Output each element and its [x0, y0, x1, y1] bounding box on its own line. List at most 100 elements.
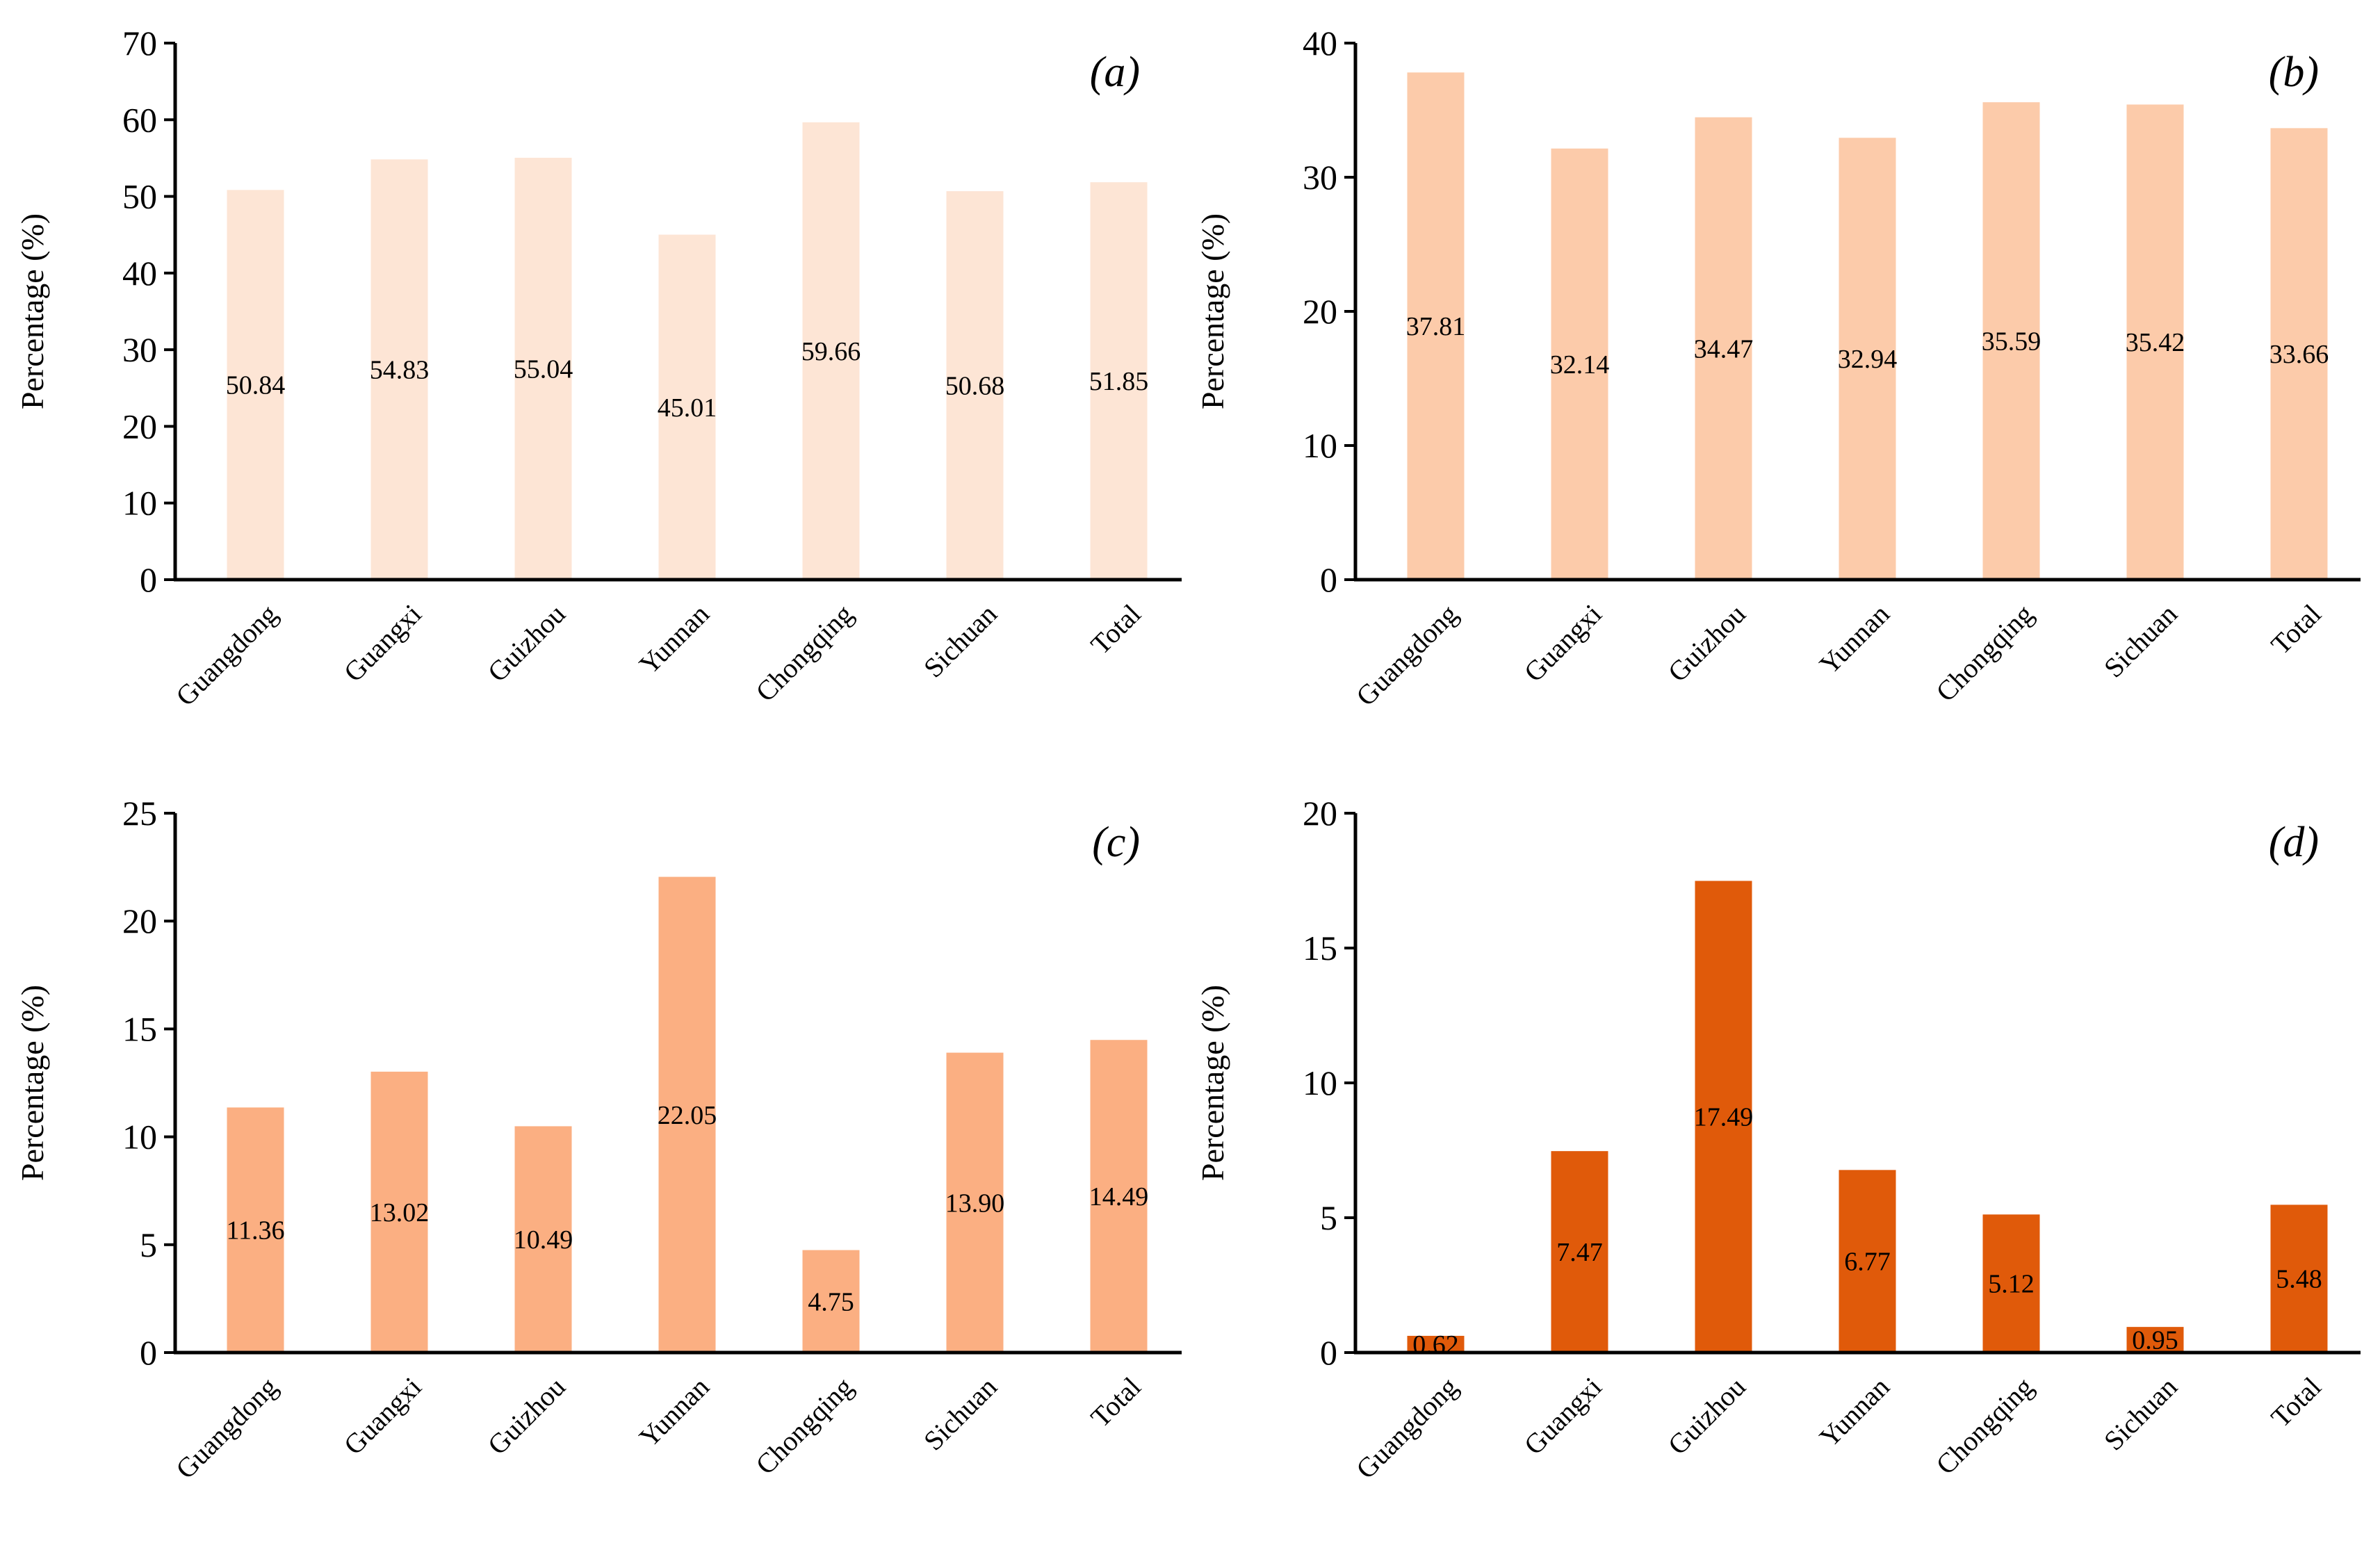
bar-b-yunnan	[1839, 138, 1896, 580]
x-tick-label-c-sichuan: Sichuan	[918, 1371, 1003, 1457]
bar-b-chongqing	[1982, 102, 2040, 580]
value-label-a-sichuan: 50.68	[945, 372, 1005, 401]
value-label-b-chongqing: 35.59	[1982, 327, 2041, 357]
value-label-d-chongqing: 5.12	[1988, 1270, 2035, 1299]
y-axis-title-a: Percentage (%)	[15, 213, 50, 409]
bar-c-sichuan	[946, 1052, 1004, 1353]
value-label-d-guangdong: 0.62	[1412, 1330, 1459, 1360]
value-label-b-guangxi: 32.14	[1550, 350, 1610, 379]
bar-a-guangxi	[370, 159, 428, 580]
bar-d-guangxi	[1551, 1151, 1608, 1353]
value-label-d-yunnan: 6.77	[1844, 1248, 1891, 1277]
y-tick-label-d-5: 5	[1320, 1198, 1337, 1237]
bar-c-total	[1090, 1040, 1148, 1353]
y-tick-label-b-40: 40	[1303, 24, 1337, 63]
bar-c-guangdong	[227, 1107, 284, 1353]
y-tick-label-c-25: 25	[122, 794, 157, 833]
bar-d-chongqing	[1982, 1214, 2040, 1353]
value-label-d-sichuan: 0.95	[2132, 1326, 2178, 1355]
bar-a-sichuan	[946, 191, 1004, 580]
panel-tag-d: (d)	[2269, 819, 2319, 866]
y-axis-title-c: Percentage (%)	[15, 985, 50, 1181]
x-tick-label-a-yunnan: Yunnan	[633, 598, 715, 680]
x-tick-label-d-guangxi: Guangxi	[1518, 1371, 1608, 1461]
value-label-c-guangdong: 11.36	[226, 1216, 284, 1246]
y-tick-label-a-60: 60	[122, 100, 157, 139]
y-tick-label-d-0: 0	[1320, 1333, 1337, 1372]
x-tick-label-b-sichuan: Sichuan	[2098, 598, 2183, 684]
bar-b-sichuan	[2126, 104, 2184, 580]
x-tick-label-c-chongqing: Chongqing	[749, 1371, 859, 1481]
value-label-c-chongqing: 4.75	[808, 1287, 854, 1316]
value-label-c-total: 14.49	[1089, 1182, 1149, 1211]
x-tick-label-c-yunnan: Yunnan	[633, 1371, 715, 1453]
bar-d-guangdong	[1407, 1335, 1465, 1353]
bar-d-total	[2270, 1205, 2328, 1353]
y-tick-label-a-70: 70	[122, 24, 157, 63]
value-label-d-total: 5.48	[2276, 1265, 2322, 1294]
y-tick-label-a-50: 50	[122, 177, 157, 216]
bar-d-guizhou	[1695, 881, 1752, 1353]
x-tick-label-d-total: Total	[2265, 1371, 2327, 1434]
y-tick-label-b-10: 10	[1303, 426, 1337, 465]
bar-a-total	[1090, 182, 1148, 580]
bar-b-guangdong	[1407, 72, 1465, 580]
bar-a-guangdong	[227, 190, 284, 580]
panel-tag-b: (b)	[2269, 49, 2319, 96]
y-tick-label-b-30: 30	[1303, 158, 1337, 197]
value-label-b-guizhou: 34.47	[1694, 334, 1754, 364]
y-tick-label-b-20: 20	[1303, 292, 1337, 331]
x-tick-label-d-chongqing: Chongqing	[1930, 1371, 2039, 1481]
x-tick-label-d-guangdong: Guangdong	[1350, 1371, 1464, 1485]
y-tick-label-d-20: 20	[1303, 794, 1337, 833]
value-label-a-yunnan: 45.01	[658, 393, 717, 423]
x-tick-label-b-guangdong: Guangdong	[1350, 598, 1464, 712]
value-label-a-total: 51.85	[1089, 367, 1149, 396]
value-label-a-chongqing: 59.66	[801, 337, 861, 366]
x-tick-label-c-guangdong: Guangdong	[170, 1371, 284, 1485]
x-tick-label-a-sichuan: Sichuan	[918, 598, 1003, 684]
value-label-a-guangxi: 54.83	[370, 356, 430, 385]
panel-tag-c: (c)	[1092, 819, 1140, 866]
y-axis-title-b: Percentage (%)	[1195, 213, 1230, 409]
bar-c-guangxi	[370, 1071, 428, 1353]
value-label-a-guizhou: 55.04	[514, 354, 573, 384]
x-tick-label-b-chongqing: Chongqing	[1930, 598, 2039, 708]
x-tick-label-b-guizhou: Guizhou	[1662, 598, 1752, 688]
x-tick-label-d-guizhou: Guizhou	[1662, 1371, 1752, 1461]
y-tick-label-c-0: 0	[140, 1333, 157, 1372]
y-tick-label-c-10: 10	[122, 1118, 157, 1157]
value-label-c-guangxi: 13.02	[370, 1198, 430, 1227]
bar-b-total	[2270, 128, 2328, 580]
y-tick-label-a-10: 10	[122, 484, 157, 523]
y-tick-label-a-30: 30	[122, 330, 157, 369]
y-tick-label-a-0: 0	[140, 560, 157, 599]
value-label-d-guangxi: 7.47	[1556, 1238, 1603, 1267]
x-tick-label-d-sichuan: Sichuan	[2098, 1371, 2183, 1457]
y-tick-label-c-5: 5	[140, 1225, 157, 1264]
value-label-a-guangdong: 50.84	[226, 371, 286, 400]
y-tick-label-d-10: 10	[1303, 1063, 1337, 1102]
y-tick-label-b-0: 0	[1320, 560, 1337, 599]
x-tick-label-a-guizhou: Guizhou	[482, 598, 571, 688]
value-label-c-yunnan: 22.05	[658, 1101, 717, 1130]
y-tick-label-d-15: 15	[1303, 929, 1337, 968]
value-label-b-sichuan: 35.42	[2126, 328, 2185, 357]
value-label-b-yunnan: 32.94	[1838, 345, 1898, 374]
bar-c-yunnan	[658, 876, 716, 1353]
value-label-b-total: 33.66	[2269, 340, 2329, 369]
value-label-c-sichuan: 13.90	[945, 1189, 1005, 1218]
value-label-c-guizhou: 10.49	[514, 1225, 573, 1255]
bar-a-guizhou	[514, 157, 572, 580]
bar-a-yunnan	[658, 234, 716, 580]
y-tick-label-c-20: 20	[122, 901, 157, 940]
x-tick-label-a-guangdong: Guangdong	[170, 598, 284, 712]
y-axis-title-d: Percentage (%)	[1195, 985, 1230, 1181]
x-tick-label-a-chongqing: Chongqing	[749, 598, 859, 708]
x-tick-label-b-total: Total	[2265, 598, 2327, 661]
x-tick-label-c-total: Total	[1084, 1371, 1147, 1434]
y-tick-label-c-15: 15	[122, 1009, 157, 1048]
bar-c-chongqing	[802, 1250, 860, 1353]
value-label-b-guangdong: 37.81	[1406, 312, 1466, 341]
